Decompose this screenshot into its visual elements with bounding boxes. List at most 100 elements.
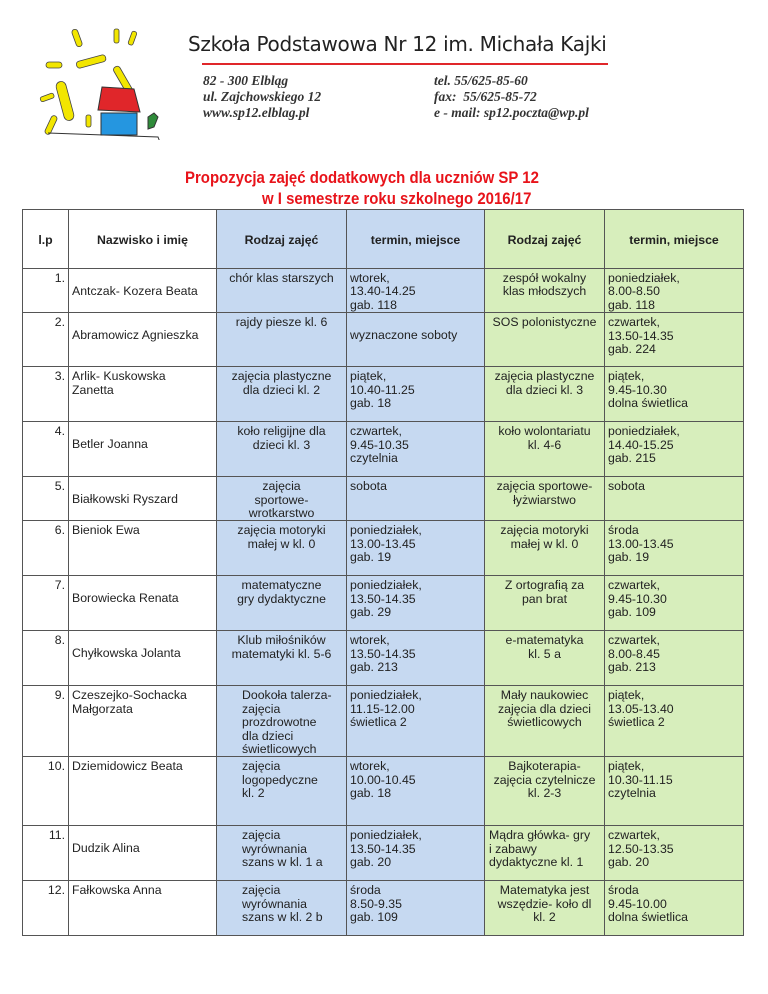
teacher-name: Bieniok Ewa <box>68 520 217 577</box>
row-number: 12. <box>22 880 69 937</box>
schedule-2: sobota <box>604 476 744 522</box>
table-row: 7. Borowiecka Renata matematyczne gry dyda… <box>22 575 744 632</box>
row-number: 5. <box>22 476 69 522</box>
activity-2: zajęcia motoryki małej w kl. 0 <box>484 520 605 577</box>
activity-1: matematyczne gry dydaktyczne <box>216 575 347 632</box>
activity-1: zajęcia logopedyczne kl. 2 <box>216 756 347 827</box>
schedule-2: poniedziałek, 14.40-15.25 gab. 215 <box>604 421 744 478</box>
schedule-1: czwartek, 9.45-10.35 czytelnia <box>346 421 485 478</box>
row-number: 1. <box>22 267 69 314</box>
phone: tel. 55/625-85-60 <box>434 73 528 88</box>
fax: fax: 55/625-85-72 <box>434 89 537 104</box>
row-number: 7. <box>22 575 69 632</box>
schedule-2: czwartek, 13.50-14.35 gab. 224 <box>604 312 744 368</box>
schedule-2: poniedziałek, 8.00-8.50 gab. 118 <box>604 267 744 314</box>
postal-city: 82 - 300 Elbląg <box>203 73 289 88</box>
schedule-2: piątek, 10.30-11.15 czytelnia <box>604 756 744 827</box>
activity-2: Mały naukowiec zajęcia dla dzieci świetl… <box>484 685 605 758</box>
activity-1: Dookoła talerza- zajęcia prozdrowotne dl… <box>216 685 347 758</box>
school-address: 82 - 300 Elbląg ul. Zajchowskiego 12 www… <box>203 73 321 121</box>
activity-1: zajęcia wyrównania szans w kl. 2 b <box>216 880 347 937</box>
activities-table: l.p Nazwisko i imię Rodzaj zajęć termin,… <box>22 209 744 937</box>
header-activity-2: Rodzaj zajęć <box>484 209 605 269</box>
teacher-name: Antczak- Kozera Beata <box>68 267 217 314</box>
street: ul. Zajchowskiego 12 <box>203 89 322 104</box>
schedule-2: czwartek, 12.50-13.35 gab. 20 <box>604 825 744 882</box>
row-number: 10. <box>22 756 69 827</box>
table-row: 8. Chyłkowska Jolanta Klub miłośników mate… <box>22 630 744 687</box>
schedule-2: środa 13.00-13.45 gab. 19 <box>604 520 744 577</box>
school-contact: tel. 55/625-85-60 fax: 55/625-85-72 e - … <box>434 73 589 121</box>
schedule-1: środa 8.50-9.35 gab. 109 <box>346 880 485 937</box>
header-lp: l.p <box>22 209 69 269</box>
schedule-1: poniedziałek, 13.50-14.35 gab. 29 <box>346 575 485 632</box>
table-row: 1. Antczak- Kozera Beata chór klas starszy… <box>22 267 744 314</box>
row-number: 8. <box>22 630 69 687</box>
website: www.sp12.elblag.pl <box>203 105 310 120</box>
activity-2: Matematyka jest wszędzie- koło dl kl. 2 <box>484 880 605 937</box>
row-number: 2. <box>22 312 69 368</box>
table-row: 5. Białkowski Ryszard zajęcia sportowe- wr… <box>22 476 744 522</box>
row-number: 9. <box>22 685 69 758</box>
row-number: 6. <box>22 520 69 577</box>
header-divider <box>202 63 608 65</box>
schedule-2: czwartek, 9.45-10.30 gab. 109 <box>604 575 744 632</box>
table-row: 12. Fałkowska Anna zajęcia wyrównania szan… <box>22 880 744 937</box>
schedule-1: wtorek, 10.00-10.45 gab. 18 <box>346 756 485 827</box>
activity-2: Mądra główka- gry i zabawy dydaktyczne k… <box>484 825 605 882</box>
schedule-2: czwartek, 8.00-8.45 gab. 213 <box>604 630 744 687</box>
activity-2: zespół wokalny klas młodszych <box>484 267 605 314</box>
schedule-1: poniedziałek, 11.15-12.00 świetlica 2 <box>346 685 485 758</box>
teacher-name: Chyłkowska Jolanta <box>68 630 217 687</box>
activity-1: rajdy piesze kl. 6 <box>216 312 347 368</box>
document-subtitle: w I semestrze roku szkolnego 2016/17 <box>262 189 532 208</box>
table-row: 6. Bieniok Ewa zajęcia motoryki małej w kl… <box>22 520 744 577</box>
activity-2: Bajkoterapia- zajęcia czytelnicze kl. 2-… <box>484 756 605 827</box>
activity-2: e-matematyka kl. 5 a <box>484 630 605 687</box>
header-schedule-2: termin, miejsce <box>604 209 744 269</box>
schedule-1: sobota <box>346 476 485 522</box>
teacher-name: Borowiecka Renata <box>68 575 217 632</box>
schedule-2: środa 9.45-10.00 dolna świetlica <box>604 880 744 937</box>
header-schedule-1: termin, miejsce <box>346 209 485 269</box>
teacher-name: Czeszejko-Sochacka Małgorzata <box>68 685 217 758</box>
document-title: Propozycja zajęć dodatkowych dla uczniów… <box>185 168 539 187</box>
activity-2: Z ortografią za pan brat <box>484 575 605 632</box>
schedule-1: wyznaczone soboty <box>346 312 485 368</box>
schedule-1: poniedziałek, 13.00-13.45 gab. 19 <box>346 520 485 577</box>
table-row: 4. Betler Joanna koło religijne dla dzieci… <box>22 421 744 478</box>
activity-1: zajęcia plastyczne dla dzieci kl. 2 <box>216 366 347 423</box>
schedule-2: piątek, 9.45-10.30 dolna świetlica <box>604 366 744 423</box>
teacher-name: Arlik- Kuskowska Zanetta <box>68 366 217 423</box>
table-row: 2. Abramowicz Agnieszka rajdy piesze kl. 6… <box>22 312 744 368</box>
email: e - mail: sp12.poczta@wp.pl <box>434 105 589 120</box>
schedule-1: poniedziałek, 13.50-14.35 gab. 20 <box>346 825 485 882</box>
table-row: 9. Czeszejko-Sochacka Małgorzata Dookoła t… <box>22 685 744 758</box>
activity-1: koło religijne dla dzieci kl. 3 <box>216 421 347 478</box>
table-row: 10. Dziemidowicz Beata zajęcia logopedyczn… <box>22 756 744 827</box>
teacher-name: Dudzik Alina <box>68 825 217 882</box>
teacher-name: Abramowicz Agnieszka <box>68 312 217 368</box>
activity-1: zajęcia wyrównania szans w kl. 1 a <box>216 825 347 882</box>
activity-1: zajęcia sportowe- wrotkarstwo <box>216 476 347 522</box>
table-header-row: l.p Nazwisko i imię Rodzaj zajęć termin,… <box>22 209 744 269</box>
row-number: 3. <box>22 366 69 423</box>
activity-1: Klub miłośników matematyki kl. 5-6 <box>216 630 347 687</box>
activity-2: zajęcia sportowe- łyżwiarstwo <box>484 476 605 522</box>
schedule-1: wtorek, 13.40-14.25 gab. 118 <box>346 267 485 314</box>
header-name: Nazwisko i imię <box>68 209 217 269</box>
table-row: 11. Dudzik Alina zajęcia wyrównania szans … <box>22 825 744 882</box>
schedule-1: wtorek, 13.50-14.35 gab. 213 <box>346 630 485 687</box>
row-number: 4. <box>22 421 69 478</box>
activity-1: chór klas starszych <box>216 267 347 314</box>
activity-1: zajęcia motoryki małej w kl. 0 <box>216 520 347 577</box>
row-number: 11. <box>22 825 69 882</box>
teacher-name: Betler Joanna <box>68 421 217 478</box>
schedule-2: piątek, 13.05-13.40 świetlica 2 <box>604 685 744 758</box>
table-row: 3. Arlik- Kuskowska Zanetta zajęcia plasty… <box>22 366 744 423</box>
activity-2: koło wolontariatu kl. 4-6 <box>484 421 605 478</box>
teacher-name: Dziemidowicz Beata <box>68 756 217 827</box>
schedule-1: piątek, 10.40-11.25 gab. 18 <box>346 366 485 423</box>
teacher-name: Fałkowska Anna <box>68 880 217 937</box>
header-activity-1: Rodzaj zajęć <box>216 209 347 269</box>
